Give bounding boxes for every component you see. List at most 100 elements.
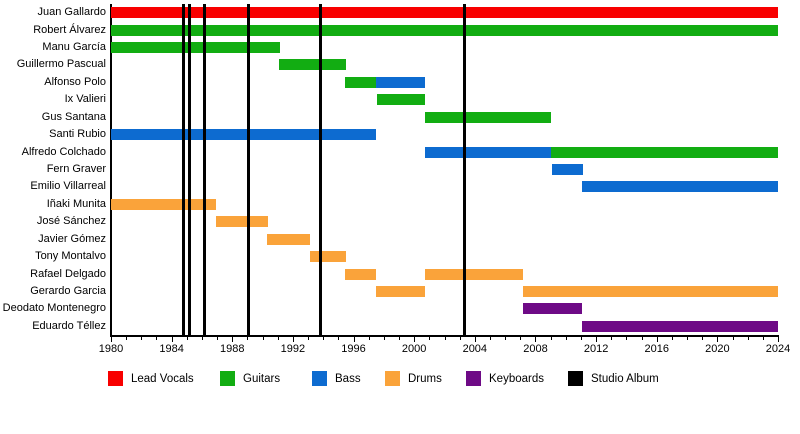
member-label: Alfredo Colchado — [21, 145, 106, 158]
bar-drums — [424, 268, 524, 280]
legend-item-guitars: Guitars — [220, 371, 280, 386]
x-tick-label: 2020 — [705, 343, 730, 355]
x-tick-minor — [217, 337, 219, 340]
bar-guitars — [111, 42, 281, 54]
legend-swatch-lead_vocals — [108, 371, 123, 386]
x-tick-minor — [277, 337, 279, 340]
x-tick-major — [232, 337, 234, 342]
x-tick-label: 1988 — [220, 343, 245, 355]
bar-keyboards — [522, 303, 583, 315]
member-label: Ix Valieri — [64, 93, 106, 106]
x-tick-major — [717, 337, 719, 342]
x-tick-label: 2000 — [401, 343, 427, 355]
legend-label: Lead Vocals — [131, 372, 194, 385]
member-label: Iñaki Munita — [46, 197, 106, 210]
bar-drums — [376, 285, 425, 297]
x-tick-label: 2024 — [765, 343, 791, 355]
x-tick-minor — [247, 337, 249, 340]
member-label: Alfonso Polo — [44, 75, 106, 88]
member-label: Tony Montalvo — [35, 250, 106, 263]
x-tick-minor — [702, 337, 704, 340]
member-label: Manu García — [42, 41, 106, 54]
legend-item-drums: Drums — [385, 371, 442, 386]
legend-swatch-keyboards — [466, 371, 481, 386]
x-tick-minor — [732, 337, 734, 340]
x-tick-label: 2004 — [462, 343, 488, 355]
x-tick-minor — [687, 337, 689, 340]
x-tick-minor — [505, 337, 507, 340]
bar-guitars — [279, 59, 346, 71]
studio-album-line — [203, 4, 207, 336]
member-label: José Sánchez — [36, 215, 106, 228]
legend-swatch-guitars — [220, 371, 235, 386]
x-tick-label: 1996 — [341, 343, 366, 355]
x-tick-major — [353, 337, 355, 342]
bar-bass — [424, 146, 552, 158]
studio-album-line — [188, 4, 192, 336]
x-tick-minor — [308, 337, 310, 340]
studio-album-line — [247, 4, 251, 336]
bar-bass — [582, 181, 778, 193]
member-label: Fern Graver — [46, 163, 106, 175]
y-axis-line — [110, 4, 112, 336]
bar-guitars — [377, 94, 425, 106]
x-tick-major — [292, 337, 294, 342]
x-tick-minor — [383, 337, 385, 340]
x-tick-minor — [459, 337, 461, 340]
legend-swatch-bass — [312, 371, 327, 386]
member-label: Eduardo Téllez — [32, 319, 106, 332]
x-tick-minor — [186, 337, 188, 340]
x-tick-minor — [762, 337, 764, 340]
x-tick-minor — [747, 337, 749, 340]
x-tick-minor — [611, 337, 613, 340]
x-tick-minor — [399, 337, 401, 340]
member-label: Gus Santana — [41, 110, 106, 123]
x-tick-major — [111, 337, 112, 342]
x-tick-label: 1992 — [280, 343, 306, 355]
x-tick-minor — [489, 337, 491, 340]
bar-bass — [376, 76, 425, 88]
bar-keyboards — [582, 320, 778, 332]
legend-item-keyboards: Keyboards — [466, 371, 544, 386]
x-axis-line — [110, 335, 779, 337]
legend-label: Bass — [335, 372, 361, 385]
x-tick-major — [171, 337, 173, 342]
bar-guitars — [551, 146, 778, 158]
x-tick-major — [535, 337, 537, 342]
legend-item-bass: Bass — [312, 371, 361, 386]
member-label: Gerardo Garcia — [30, 284, 106, 297]
x-tick-minor — [262, 337, 264, 340]
x-tick-major — [656, 337, 658, 342]
legend-label: Guitars — [243, 372, 281, 385]
x-tick-minor — [565, 337, 567, 340]
x-tick-minor — [520, 337, 522, 340]
bar-lead_vocals — [111, 7, 778, 19]
x-tick-minor — [444, 337, 446, 340]
member-label: Guillermo Pascual — [16, 58, 106, 71]
member-label: Javier Gómez — [38, 232, 106, 245]
x-tick-minor — [201, 337, 203, 340]
member-label: Robert Álvarez — [33, 23, 106, 36]
x-tick-label: 2016 — [644, 343, 669, 355]
x-tick-minor — [368, 337, 370, 340]
legend-swatch-studio_album — [568, 371, 583, 386]
x-tick-minor — [156, 337, 158, 340]
legend-item-lead_vocals: Lead Vocals — [108, 371, 194, 386]
bar-drums — [111, 198, 217, 210]
bar-bass — [111, 129, 377, 141]
x-tick-minor — [338, 337, 340, 340]
legend-label: Drums — [408, 372, 442, 385]
x-tick-label: 1980 — [98, 343, 124, 355]
studio-album-line — [318, 4, 322, 336]
member-label: Emilio Villarreal — [30, 180, 106, 193]
legend-item-studio_album: Studio Album — [568, 371, 659, 386]
bar-drums — [345, 268, 377, 280]
member-label: Juan Gallardo — [37, 6, 107, 19]
bar-drums — [267, 233, 311, 245]
x-tick-minor — [323, 337, 325, 340]
bar-drums — [215, 216, 268, 228]
x-tick-label: 2012 — [583, 343, 609, 355]
bar-guitars — [111, 24, 778, 36]
member-label: Santi Rubio — [49, 128, 106, 141]
